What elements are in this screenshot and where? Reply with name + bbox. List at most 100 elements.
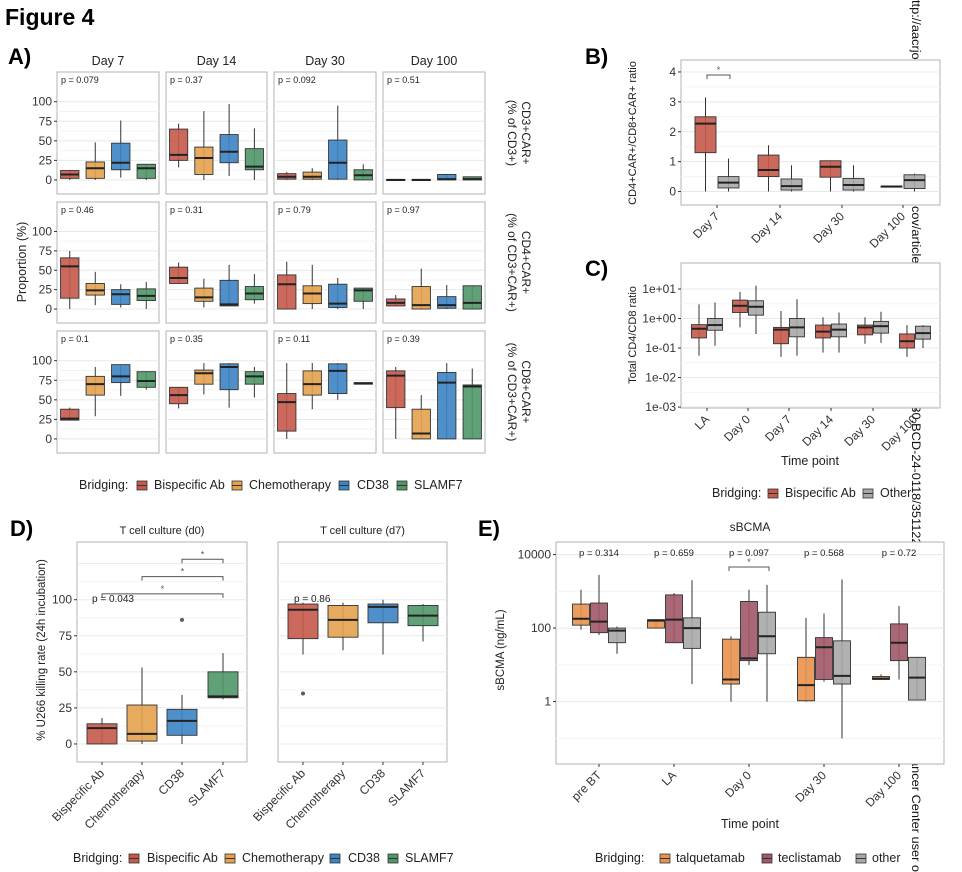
x-tick-label: SLAMF7	[185, 766, 228, 809]
legend-entry: Bispecific Ab	[154, 478, 225, 492]
p-value: p = 0.35	[170, 334, 203, 344]
y-tick-label: 50	[59, 665, 73, 679]
box-other	[608, 626, 626, 654]
y-tick-label: 75	[39, 244, 53, 258]
box-body	[111, 142, 131, 171]
box-chemotherapy	[194, 111, 214, 180]
panel-label-b: B)	[585, 44, 608, 69]
box-body	[773, 326, 789, 345]
facet-row-label: (% of CD3+)	[505, 100, 519, 166]
box-bispecific-ab	[60, 407, 80, 421]
box-cd38	[166, 694, 198, 744]
y-tick-label: 4	[669, 65, 676, 79]
box-body	[572, 603, 590, 626]
box-body	[328, 363, 348, 395]
box-teclistamab	[590, 574, 608, 635]
legend-entry: Other	[880, 486, 911, 500]
box-other	[903, 173, 926, 192]
box-body	[386, 370, 406, 409]
y-tick-label: 2	[669, 125, 676, 139]
legend-entry: talquetamab	[676, 851, 745, 865]
box-bispecific-ab	[277, 363, 297, 439]
box-body	[367, 603, 399, 624]
box-slamf7	[353, 382, 373, 385]
box-chemotherapy	[302, 264, 322, 310]
box-bispecific-ab	[60, 250, 80, 310]
box-body	[328, 139, 348, 180]
box-body	[328, 283, 348, 308]
legend-entry: teclistamab	[778, 851, 841, 865]
facet-panel	[165, 201, 268, 324]
box-chemotherapy	[327, 602, 359, 651]
significance-star: *	[181, 567, 185, 577]
legend-title: Bridging:	[595, 851, 644, 865]
box-body	[437, 371, 457, 440]
box-other	[758, 584, 776, 702]
significance-star: *	[201, 549, 205, 559]
box-cd38	[219, 363, 239, 408]
box-body	[194, 287, 214, 302]
y-axis-label: CD4+CAR+/CD8+CAR+ ratio	[627, 61, 639, 205]
box-chemotherapy	[411, 178, 431, 181]
legend-title: Bridging:	[73, 851, 122, 865]
box-bispecific-ab	[757, 145, 780, 192]
box-bispecific-ab	[691, 304, 707, 356]
facet-row-label: CD8+CAR+	[519, 360, 533, 423]
y-tick-label: 100	[531, 621, 551, 635]
box-body	[748, 300, 764, 316]
y-tick-label: 25	[59, 701, 73, 715]
y-tick-label: 25	[39, 153, 53, 167]
box-talquetamab	[797, 617, 815, 702]
box-body	[722, 638, 740, 685]
box-cd38	[437, 173, 457, 181]
box-body	[908, 656, 926, 701]
box-other	[683, 580, 701, 685]
box-body	[691, 324, 707, 339]
legend-entry: Chemotherapy	[249, 478, 332, 492]
significance-bracket	[728, 566, 770, 571]
legend-title: Bridging:	[712, 486, 761, 500]
box-chemotherapy	[411, 268, 431, 310]
legend-entry: CD38	[348, 851, 380, 865]
significance-star: *	[717, 65, 721, 75]
box-body	[219, 279, 239, 307]
box-cd38	[437, 284, 457, 310]
box-body	[758, 611, 776, 655]
significance-star: *	[161, 584, 165, 594]
x-tick-label: pre BT	[569, 768, 605, 804]
box-bispecific-ab	[169, 262, 189, 284]
p-value: p = 0.39	[387, 334, 420, 344]
y-tick-label: 0	[45, 302, 52, 316]
y-tick-label: 50	[39, 134, 53, 148]
p-value: p = 0.37	[170, 75, 203, 85]
box-slamf7	[136, 371, 156, 390]
panel-label-c: C)	[585, 256, 608, 281]
box-other	[748, 285, 764, 334]
y-tick-label: 1e+01	[642, 282, 676, 296]
y-tick-label: 100	[52, 593, 72, 607]
box-body	[277, 393, 297, 432]
box-talquetamab	[872, 674, 890, 680]
significance-star: *	[747, 557, 751, 567]
box-chemotherapy	[302, 168, 322, 180]
box-cd38	[437, 363, 457, 440]
box-bispecific-ab	[277, 172, 297, 180]
box-body	[60, 408, 80, 421]
legend-entry: Bispecific Ab	[147, 851, 218, 865]
box-teclistamab	[890, 605, 908, 680]
box-body	[327, 605, 359, 638]
box-body	[815, 637, 833, 680]
box-body	[683, 617, 701, 649]
legend-entry: SLAMF7	[405, 851, 454, 865]
box-chemotherapy	[85, 142, 105, 180]
facet-row-label: (% of CD3+CAR+)	[505, 343, 519, 442]
p-value: p = 0.1	[61, 334, 89, 344]
box-talquetamab	[572, 589, 590, 630]
box-other	[908, 656, 926, 701]
significance-bracket	[141, 576, 224, 581]
box-cd38	[219, 104, 239, 177]
box-body	[244, 148, 264, 171]
box-chemotherapy	[194, 363, 214, 395]
legend-entry: SLAMF7	[414, 478, 463, 492]
x-tick-label: Day 30	[792, 768, 829, 805]
